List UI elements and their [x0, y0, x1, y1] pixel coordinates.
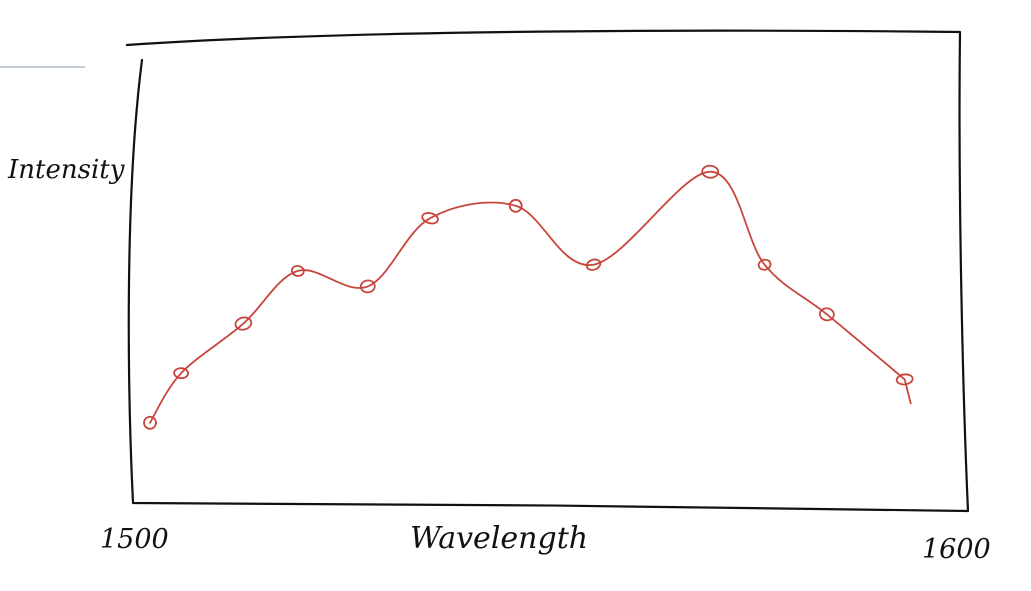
data-point — [585, 258, 602, 271]
data-point — [290, 264, 305, 277]
series-group — [143, 164, 914, 430]
data-point — [173, 367, 189, 380]
data-point — [757, 258, 772, 271]
x-axis-label: Wavelength — [410, 521, 588, 556]
y-axis-label: Intensity — [7, 155, 125, 185]
data-point — [508, 198, 523, 213]
x-tick-label-start: 1500 — [100, 524, 169, 555]
data-point — [895, 373, 914, 386]
series-line — [149, 170, 912, 424]
x-tick-label-end: 1600 — [922, 534, 991, 565]
data-point — [701, 164, 720, 179]
data-point — [234, 316, 253, 331]
data-point — [359, 279, 376, 294]
data-point — [143, 415, 157, 430]
data-point — [421, 212, 439, 225]
plot-frame — [125, 29, 970, 513]
data-point — [819, 307, 835, 322]
